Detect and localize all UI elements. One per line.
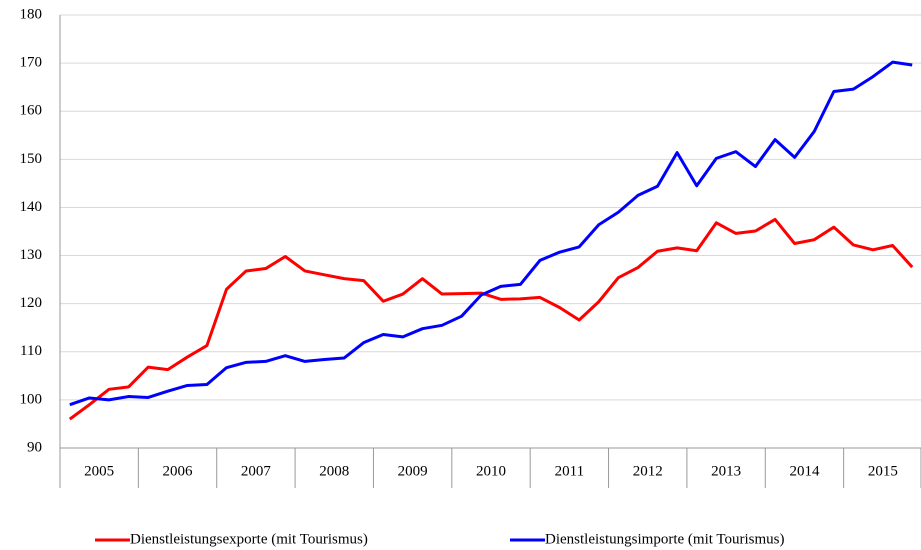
x-tick-label: 2012 [633,463,663,479]
x-tick-label: 2010 [476,463,506,479]
x-tick-label: 2006 [163,463,194,479]
x-tick-label: 2005 [84,463,114,479]
y-tick-label: 90 [27,439,42,455]
x-tick-label: 2008 [319,463,349,479]
y-tick-label: 180 [20,6,43,22]
x-tick-label: 2007 [241,463,272,479]
x-tick-label: 2014 [789,463,820,479]
x-tick-label: 2011 [555,463,584,479]
x-tick-label: 2013 [711,463,741,479]
x-tick-label: 2015 [868,463,898,479]
line-series [68,217,914,421]
y-tick-label: 160 [20,103,43,119]
y-tick-label: 150 [20,151,43,167]
x-tick-label: 2009 [398,463,428,479]
y-tick-label: 170 [20,55,43,71]
legend-label: Dienstleistungsimporte (mit Tourismus) [545,531,785,547]
y-tick-label: 130 [20,247,43,263]
y-tick-label: 100 [20,391,43,407]
y-tick-label: 140 [20,199,43,215]
y-tick-label: 110 [20,343,42,359]
y-tick-label: 120 [20,295,43,311]
legend-label: Dienstleistungsexporte (mit Tourismus) [130,531,368,547]
line-series [69,60,913,407]
